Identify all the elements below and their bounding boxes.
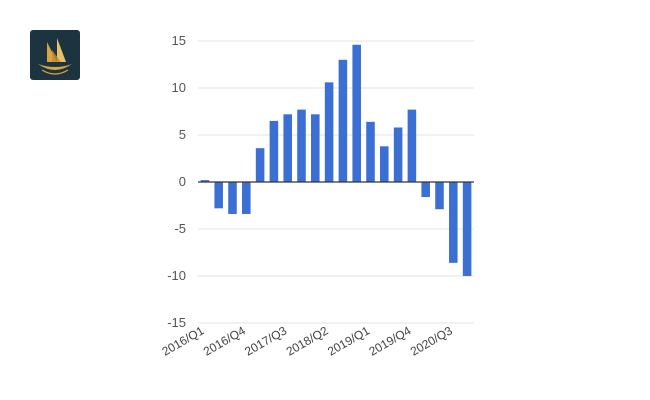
x-tick-label: 2019/Q1 [325,323,372,358]
bar-2018-q4 [352,44,361,183]
x-tick-label: 2019/Q4 [367,323,414,358]
x-axis-ticks: 2016/Q12016/Q42017/Q32018/Q22019/Q12019/… [160,323,456,358]
bar-2016-q4 [242,182,251,214]
bar-2018-q1 [311,114,320,182]
bar-2017-q4 [297,109,306,182]
y-tick-label: 0 [179,174,186,189]
bar-2018-q3 [338,59,348,182]
y-tick-label: -15 [167,315,186,330]
y-tick-label: 10 [172,80,186,95]
bar-2016-q1 [200,180,210,182]
bar-2020-q1 [421,182,430,198]
chart-gridlines [198,40,474,324]
bar-2019-q4 [407,109,417,182]
bar-2016-q2 [214,182,223,209]
bar-2020-q4 [462,182,472,276]
x-tick-label: 2018/Q2 [284,323,331,358]
bar-2019-q3 [393,127,403,182]
bar-2017-q2 [269,120,279,182]
bar-2019-q1 [366,121,375,182]
x-tick-label: 2016/Q4 [201,323,248,358]
bar-2020-q2 [435,182,444,210]
bar-2018-q2 [324,82,334,182]
bar-2019-q2 [380,146,389,182]
y-tick-label: 5 [179,127,186,142]
bar-2017-q1 [255,148,265,182]
chart-bars [200,44,472,276]
y-tick-label: -10 [167,268,186,283]
y-tick-label: -5 [174,221,186,236]
x-tick-label: 2017/Q3 [242,323,289,358]
ship-logo-icon [30,30,80,80]
y-tick-label: 15 [172,33,186,48]
bar-2020-q3 [449,182,458,263]
y-axis-ticks: 15 10 5 0 -5 -10 -15 [167,33,186,330]
x-tick-label: 2020/Q3 [408,323,455,358]
bar-2016-q3 [228,182,237,214]
bar-2017-q3 [283,114,292,182]
